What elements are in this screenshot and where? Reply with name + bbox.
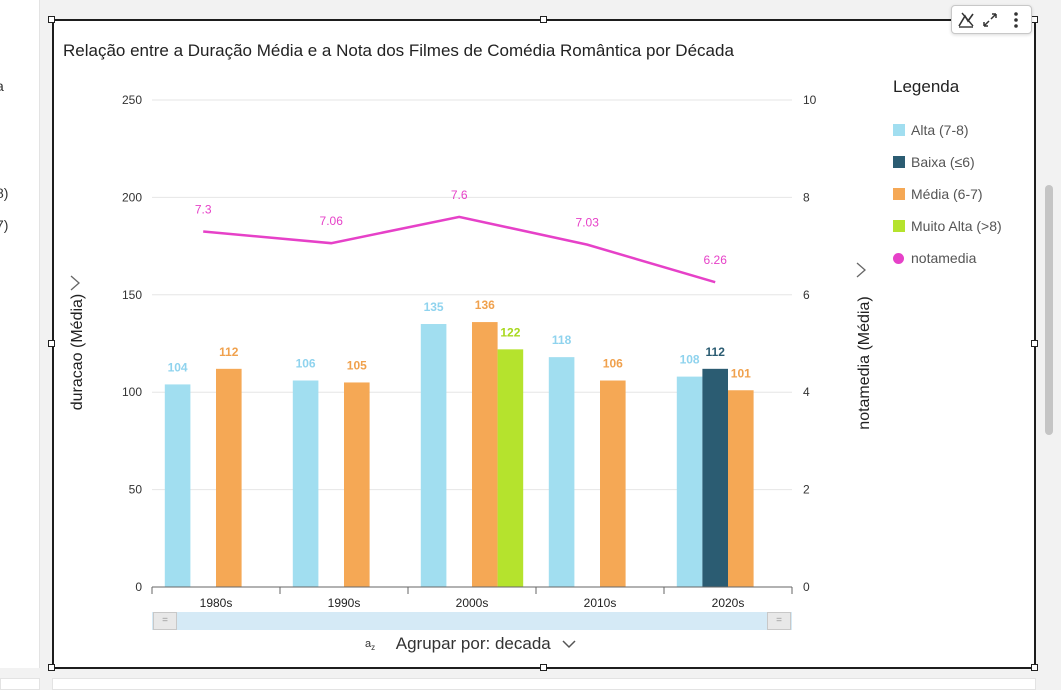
vertical-scrollbar[interactable] xyxy=(1045,185,1053,435)
sort-az-icon: az xyxy=(365,638,376,653)
resize-handle[interactable] xyxy=(48,340,55,347)
legend-label: Muito Alta (>8) xyxy=(911,218,1002,234)
adjacent-visual-bottom xyxy=(52,678,1036,690)
group-by-label: Agrupar por: decada xyxy=(395,634,551,653)
legend-label: Baixa (≤6) xyxy=(911,154,975,170)
legend-item[interactable]: notamedia xyxy=(893,250,976,268)
resize-handle[interactable] xyxy=(48,16,55,23)
legend-swatch xyxy=(893,156,905,168)
range-slider-track[interactable] xyxy=(152,612,792,630)
range-slider-right-handle[interactable]: = xyxy=(767,612,791,630)
legend-label: Média (6-7) xyxy=(911,186,983,202)
legend-item[interactable]: Baixa (≤6) xyxy=(893,154,975,172)
legend-swatch xyxy=(893,220,905,232)
legend-item[interactable]: Média (6-7) xyxy=(893,186,983,204)
chart-title: Relação entre a Duração Média e a Nota d… xyxy=(63,41,734,60)
left-fragment: 8) xyxy=(0,185,9,201)
adjacent-visual-bottom-left xyxy=(0,678,40,690)
visual-toolbar xyxy=(951,5,1032,34)
left-fragment: a xyxy=(0,78,4,94)
resize-handle[interactable] xyxy=(540,664,547,671)
resize-handle[interactable] xyxy=(1031,16,1038,23)
resize-handle[interactable] xyxy=(540,16,547,23)
chevron-down-icon xyxy=(562,640,576,649)
legend-label: notamedia xyxy=(911,250,977,266)
legend-label: Alta (7-8) xyxy=(911,122,969,138)
more-options-icon[interactable] xyxy=(1006,10,1026,30)
range-slider-left-handle[interactable]: = xyxy=(153,612,177,630)
group-by-control[interactable]: az Agrupar por: decada xyxy=(365,634,577,654)
expand-icon[interactable] xyxy=(980,10,1000,30)
resize-handle[interactable] xyxy=(1031,664,1038,671)
legend-swatch xyxy=(893,253,904,264)
legend-swatch xyxy=(893,188,905,200)
legend-item[interactable]: Alta (7-8) xyxy=(893,122,969,140)
chart-visual[interactable] xyxy=(52,19,1036,669)
legend-swatch xyxy=(893,124,905,136)
resize-handle[interactable] xyxy=(1031,340,1038,347)
analytics-icon[interactable] xyxy=(956,10,976,30)
resize-handle[interactable] xyxy=(48,664,55,671)
left-fragment: 7) xyxy=(0,217,9,233)
legend-item[interactable]: Muito Alta (>8) xyxy=(893,218,1002,236)
legend-title: Legenda xyxy=(893,77,960,96)
adjacent-visual-left: a 8) 7) xyxy=(0,0,40,668)
